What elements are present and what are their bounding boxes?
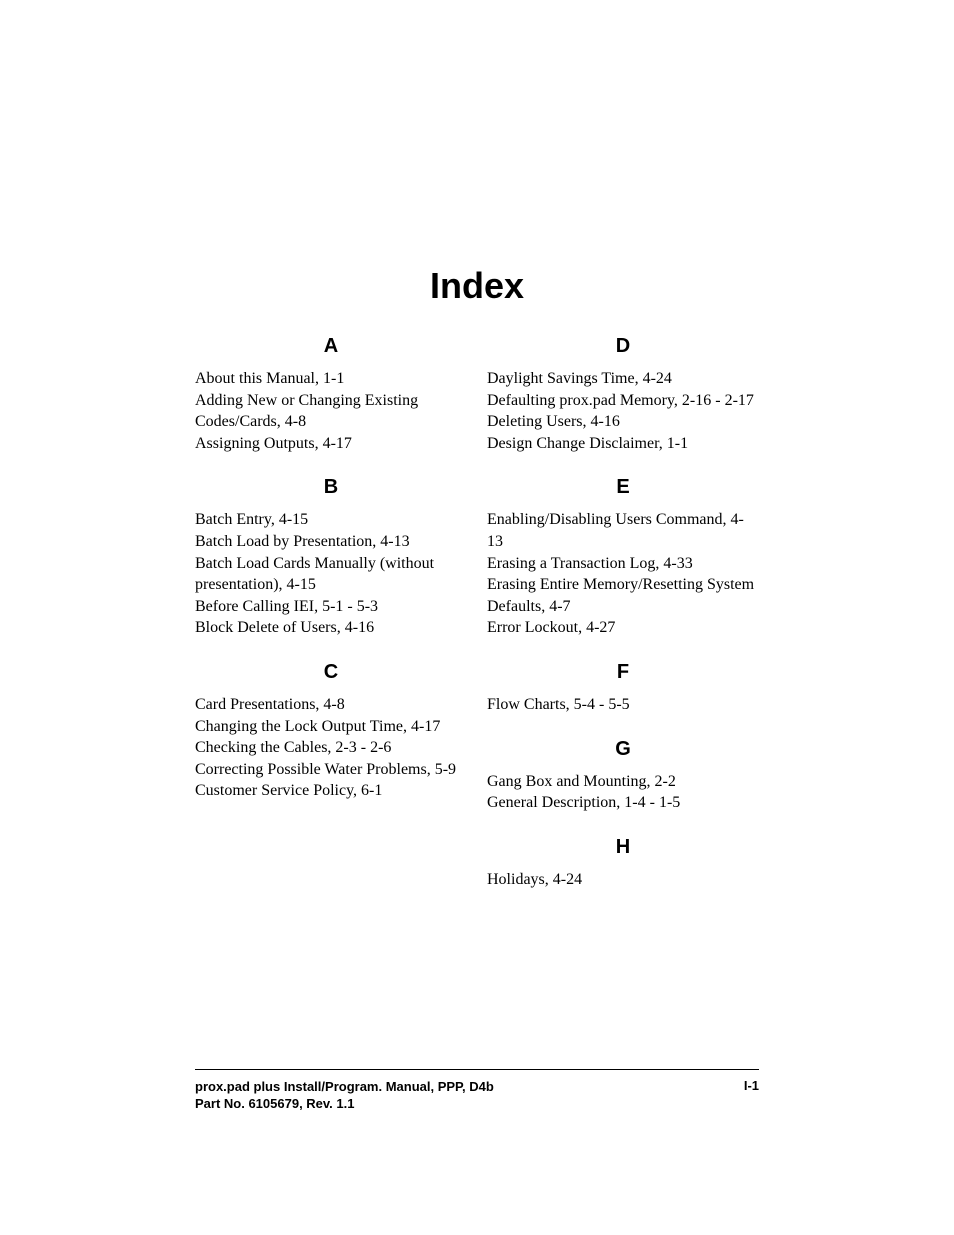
index-entry: Customer Service Policy, 6-1: [195, 780, 467, 802]
right-column: D Daylight Savings Time, 4-24 Defaulting…: [487, 335, 759, 912]
section-e: E Enabling/Disabling Users Command, 4-13…: [487, 476, 759, 639]
index-entry: Flow Charts, 5-4 - 5-5: [487, 694, 759, 716]
page-footer: prox.pad plus Install/Program. Manual, P…: [195, 1069, 759, 1113]
index-entry: Enabling/Disabling Users Command, 4-13: [487, 509, 759, 552]
footer-left: prox.pad plus Install/Program. Manual, P…: [195, 1078, 494, 1113]
footer-line1: prox.pad plus Install/Program. Manual, P…: [195, 1078, 494, 1096]
section-g: G Gang Box and Mounting, 2-2 General Des…: [487, 738, 759, 814]
index-title: Index: [195, 265, 759, 307]
index-entry: Batch Entry, 4-15: [195, 509, 467, 531]
entries-d: Daylight Savings Time, 4-24 Defaulting p…: [487, 368, 759, 454]
index-entry: Daylight Savings Time, 4-24: [487, 368, 759, 390]
index-entry: Deleting Users, 4-16: [487, 411, 759, 433]
index-entry: Holidays, 4-24: [487, 869, 759, 891]
section-heading-e: E: [487, 476, 759, 499]
index-entry: Design Change Disclaimer, 1-1: [487, 433, 759, 455]
section-f: F Flow Charts, 5-4 - 5-5: [487, 661, 759, 716]
index-entry: Before Calling IEI, 5-1 - 5-3: [195, 596, 467, 618]
index-entry: General Description, 1-4 - 1-5: [487, 792, 759, 814]
index-entry: Defaulting prox.pad Memory, 2-16 - 2-17: [487, 390, 759, 412]
entries-b: Batch Entry, 4-15 Batch Load by Presenta…: [195, 509, 467, 639]
section-heading-g: G: [487, 738, 759, 761]
section-d: D Daylight Savings Time, 4-24 Defaulting…: [487, 335, 759, 454]
index-entry: Erasing a Transaction Log, 4-33: [487, 553, 759, 575]
index-entry: Batch Load Cards Manually (without prese…: [195, 553, 467, 596]
index-entry: Correcting Possible Water Problems, 5-9: [195, 759, 467, 781]
section-b: B Batch Entry, 4-15 Batch Load by Presen…: [195, 476, 467, 639]
section-heading-h: H: [487, 836, 759, 859]
section-heading-f: F: [487, 661, 759, 684]
index-entry: Gang Box and Mounting, 2-2: [487, 771, 759, 793]
section-c: C Card Presentations, 4-8 Changing the L…: [195, 661, 467, 802]
entries-g: Gang Box and Mounting, 2-2 General Descr…: [487, 771, 759, 814]
section-heading-d: D: [487, 335, 759, 358]
index-entry: Error Lockout, 4-27: [487, 617, 759, 639]
footer-line2: Part No. 6105679, Rev. 1.1: [195, 1095, 494, 1113]
page-number: I-1: [744, 1078, 759, 1093]
entries-h: Holidays, 4-24: [487, 869, 759, 891]
index-entry: Changing the Lock Output Time, 4-17: [195, 716, 467, 738]
index-entry: Adding New or Changing Existing Codes/Ca…: [195, 390, 467, 433]
index-entry: Checking the Cables, 2-3 - 2-6: [195, 737, 467, 759]
entries-c: Card Presentations, 4-8 Changing the Loc…: [195, 694, 467, 802]
entries-a: About this Manual, 1-1 Adding New or Cha…: [195, 368, 467, 454]
index-entry: Block Delete of Users, 4-16: [195, 617, 467, 639]
section-a: A About this Manual, 1-1 Adding New or C…: [195, 335, 467, 454]
index-entry: About this Manual, 1-1: [195, 368, 467, 390]
section-heading-b: B: [195, 476, 467, 499]
index-entry: Assigning Outputs, 4-17: [195, 433, 467, 455]
section-heading-a: A: [195, 335, 467, 358]
section-heading-c: C: [195, 661, 467, 684]
page-content: Index A About this Manual, 1-1 Adding Ne…: [0, 0, 954, 912]
columns-container: A About this Manual, 1-1 Adding New or C…: [195, 335, 759, 912]
index-entry: Batch Load by Presentation, 4-13: [195, 531, 467, 553]
entries-e: Enabling/Disabling Users Command, 4-13 E…: [487, 509, 759, 639]
entries-f: Flow Charts, 5-4 - 5-5: [487, 694, 759, 716]
index-entry: Card Presentations, 4-8: [195, 694, 467, 716]
left-column: A About this Manual, 1-1 Adding New or C…: [195, 335, 467, 912]
index-entry: Erasing Entire Memory/Resetting System D…: [487, 574, 759, 617]
section-h: H Holidays, 4-24: [487, 836, 759, 891]
